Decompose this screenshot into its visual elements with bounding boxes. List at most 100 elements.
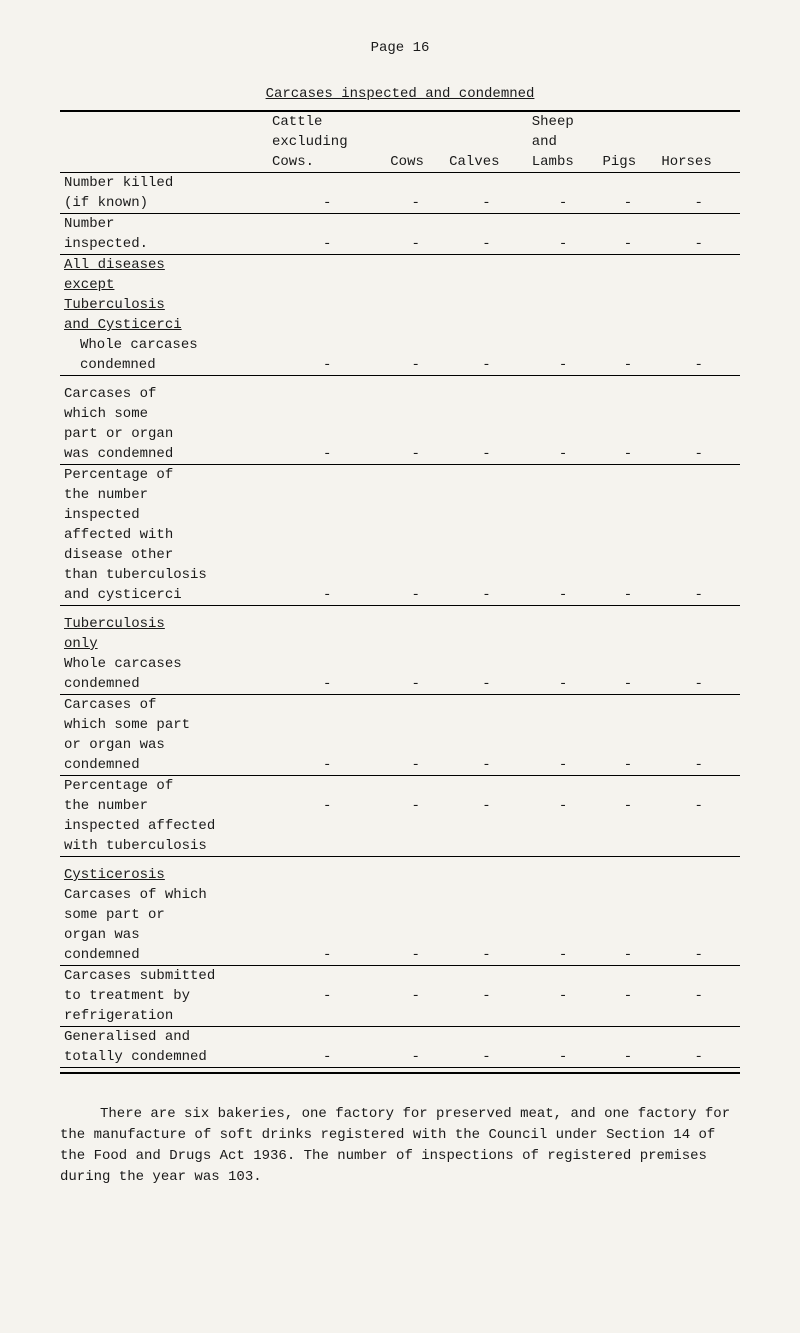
cell: -: [268, 796, 386, 816]
footer-paragraph: There are six bakeries, one factory for …: [60, 1104, 740, 1188]
col-sheep-1: Sheep: [528, 111, 599, 132]
cell: -: [657, 355, 740, 376]
row-label: which some: [60, 404, 268, 424]
cell: -: [598, 674, 657, 695]
row-label: condemned: [60, 755, 268, 776]
cell: -: [268, 674, 386, 695]
cell: -: [657, 945, 740, 966]
page-header: Page 16: [60, 40, 740, 56]
cell: -: [598, 355, 657, 376]
col-sheep-3: Lambs: [528, 152, 599, 173]
row-label: Tuberculosis: [64, 616, 165, 632]
cell: -: [386, 674, 445, 695]
carcases-table: Cattle Sheep excluding and Cows. Cows Ca…: [60, 110, 740, 1074]
row-label: condemned: [60, 355, 268, 376]
row-label: condemned: [60, 674, 268, 695]
row-label: Whole carcases: [60, 654, 268, 674]
cell: -: [657, 674, 740, 695]
row-label: inspected.: [60, 234, 268, 255]
row-label: to treatment by: [60, 986, 268, 1006]
cell: -: [445, 585, 528, 606]
cell: -: [528, 444, 599, 465]
cell: -: [657, 755, 740, 776]
cell: -: [386, 355, 445, 376]
row-label: than tuberculosis: [60, 565, 268, 585]
cell: -: [445, 796, 528, 816]
row-label: inspected: [60, 505, 268, 525]
cell: -: [386, 755, 445, 776]
cell: -: [445, 945, 528, 966]
cell: -: [445, 1047, 528, 1068]
cell: -: [657, 1047, 740, 1068]
col-calves: Calves: [445, 152, 528, 173]
cell: -: [386, 1047, 445, 1068]
col-cattle-2: excluding: [268, 132, 386, 152]
cell: -: [268, 234, 386, 255]
row-label: Carcases submitted: [60, 966, 268, 987]
cell: -: [268, 986, 386, 1006]
cell: -: [445, 755, 528, 776]
col-cows: Cows: [386, 152, 445, 173]
row-label: or organ was: [60, 735, 268, 755]
row-label: some part or: [60, 905, 268, 925]
cell: -: [386, 945, 445, 966]
cell: -: [386, 193, 445, 214]
cell: -: [386, 986, 445, 1006]
table-title: Carcases inspected and condemned: [60, 86, 740, 102]
row-label: Carcases of: [60, 695, 268, 716]
row-label: Generalised and: [60, 1027, 268, 1048]
row-label: with tuberculosis: [60, 836, 268, 857]
cell: -: [268, 585, 386, 606]
row-label: Number killed: [60, 173, 268, 194]
row-label: Whole carcases: [60, 335, 268, 355]
cell: -: [528, 796, 599, 816]
row-label: except: [64, 277, 114, 293]
row-label: organ was: [60, 925, 268, 945]
cell: -: [528, 193, 599, 214]
cell: -: [268, 945, 386, 966]
col-cattle-3: Cows.: [268, 152, 386, 173]
row-label: which some part: [60, 715, 268, 735]
row-label: only: [64, 636, 98, 652]
cell: -: [445, 193, 528, 214]
row-label: Number: [60, 214, 268, 235]
row-label: Carcases of: [60, 376, 268, 405]
cell: -: [598, 796, 657, 816]
cell: -: [445, 674, 528, 695]
cell: -: [657, 796, 740, 816]
row-label: the number: [60, 796, 268, 816]
cell: -: [268, 355, 386, 376]
row-label: Percentage of: [60, 465, 268, 486]
cell: -: [657, 444, 740, 465]
row-label: Tuberculosis: [64, 297, 165, 313]
cell: -: [598, 986, 657, 1006]
row-label: Percentage of: [60, 776, 268, 797]
row-label: inspected affected: [60, 816, 268, 836]
cell: -: [268, 755, 386, 776]
cell: -: [445, 986, 528, 1006]
cell: -: [386, 796, 445, 816]
col-horses: Horses: [657, 152, 740, 173]
row-label: affected with: [60, 525, 268, 545]
cell: -: [268, 1047, 386, 1068]
cell: -: [657, 193, 740, 214]
cell: -: [528, 986, 599, 1006]
cell: -: [598, 945, 657, 966]
row-label: (if known): [60, 193, 268, 214]
row-label: refrigeration: [60, 1006, 268, 1027]
cell: -: [657, 986, 740, 1006]
cell: -: [528, 355, 599, 376]
row-label: totally condemned: [60, 1047, 268, 1068]
cell: -: [598, 1047, 657, 1068]
cell: -: [598, 585, 657, 606]
cell: -: [528, 1047, 599, 1068]
cell: -: [657, 585, 740, 606]
cell: -: [528, 674, 599, 695]
row-label: All diseases: [64, 257, 165, 273]
row-label: part or organ: [60, 424, 268, 444]
row-label: and Cysticerci: [64, 317, 182, 333]
cell: -: [528, 945, 599, 966]
cell: -: [445, 355, 528, 376]
row-label: condemned: [60, 945, 268, 966]
cell: -: [386, 585, 445, 606]
